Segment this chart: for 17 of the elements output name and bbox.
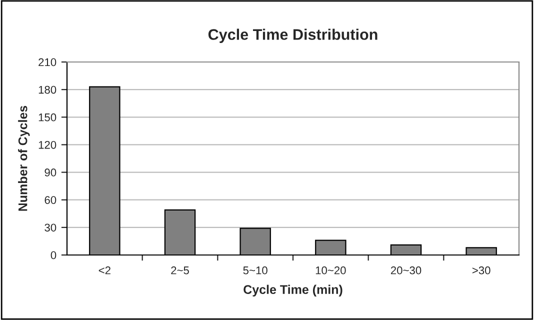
y-tick-label: 60	[44, 196, 56, 204]
y-tick-label: 0	[50, 251, 56, 260]
y-tick-label: 150	[38, 113, 56, 122]
chart-title: Cycle Time Distribution	[208, 28, 378, 43]
x-tick-label: 10~20	[316, 266, 346, 274]
x-tick-label: >30	[472, 266, 490, 274]
x-tick-label: 5~10	[243, 266, 268, 274]
y-tick-label: 210	[38, 58, 56, 66]
y-tick-label: 90	[44, 168, 56, 176]
y-tick-label: 120	[38, 140, 56, 149]
x-axis-title: Cycle Time (min)	[244, 284, 342, 296]
x-tick-label: 2~5	[171, 266, 189, 274]
y-tick-label: 180	[38, 86, 56, 94]
x-tick-label: 20~30	[390, 266, 422, 274]
y-tick-label: 30	[44, 224, 56, 232]
y-axis-title: Number of Cycles	[18, 106, 30, 211]
x-tick-label: <2	[98, 266, 110, 274]
